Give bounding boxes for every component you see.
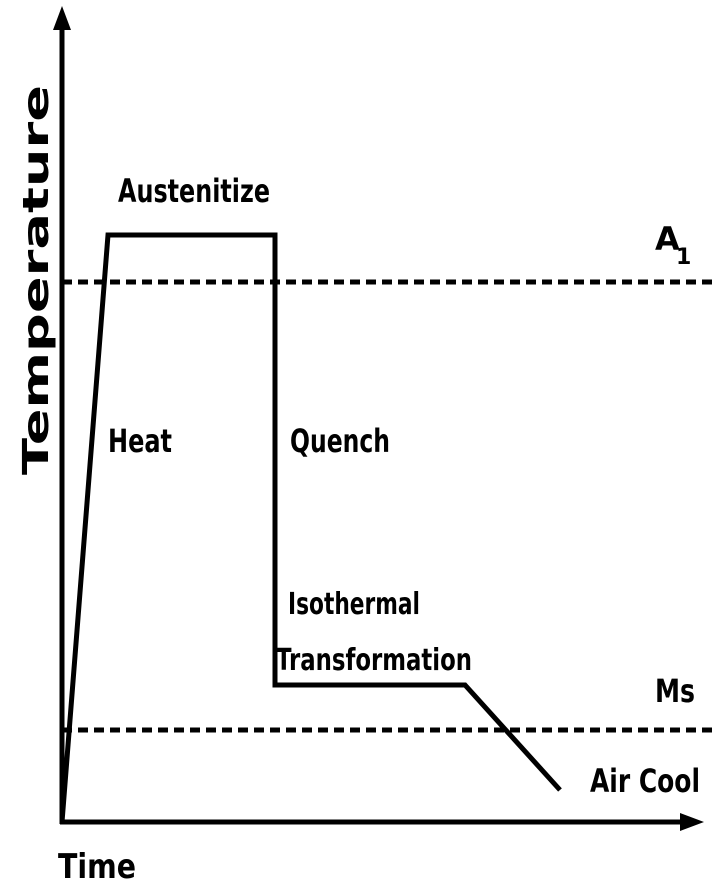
a1-subscript: 1 <box>676 245 691 270</box>
x-axis-label: Time <box>58 847 136 886</box>
x-axis-arrow <box>680 813 704 831</box>
austenitize-label: Austenitize <box>118 172 270 210</box>
transformation-label: Transformation <box>276 643 472 678</box>
air-cool-label: Air Cool <box>590 762 700 800</box>
quench-label: Quench <box>290 422 390 460</box>
a1-label: A <box>655 220 680 258</box>
heat-label: Heat <box>108 422 172 460</box>
isothermal-label: Isothermal <box>288 587 420 622</box>
y-axis-arrow <box>53 6 71 30</box>
process-curve <box>59 232 562 823</box>
ms-label: Ms <box>655 672 695 710</box>
y-axis-label: Temperature <box>16 85 57 475</box>
